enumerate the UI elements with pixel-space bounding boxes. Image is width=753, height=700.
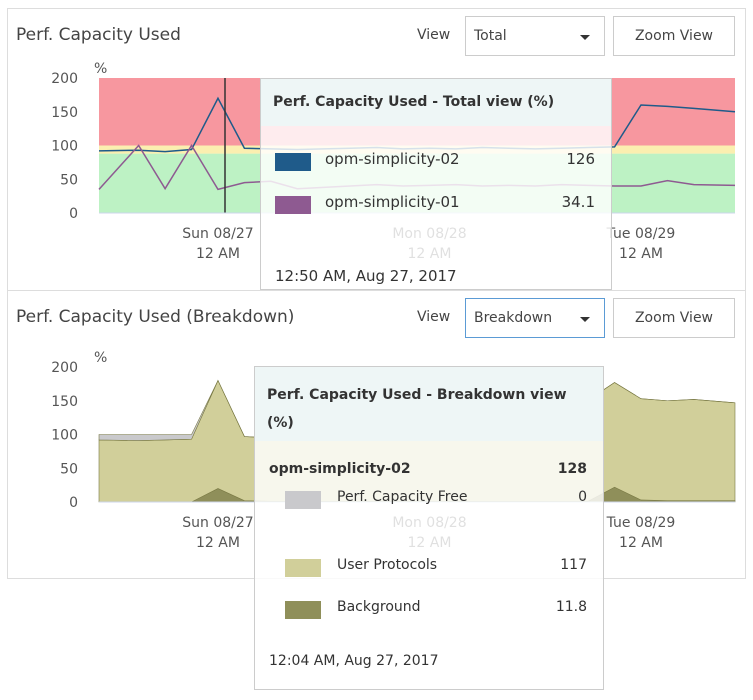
total-tooltip: Perf. Capacity Used - Total view (%) opm… xyxy=(260,78,612,290)
panel-title: Perf. Capacity Used xyxy=(16,25,181,45)
panel-title: Perf. Capacity Used (Breakdown) xyxy=(16,307,295,327)
series-name: opm-simplicity-01 xyxy=(325,193,460,211)
y-tick-label: 150 xyxy=(51,105,78,121)
x-tick-label: Sun 08/27 xyxy=(182,226,253,242)
series-name: opm-simplicity-02 xyxy=(325,150,460,168)
x-tick-sublabel: 12 AM xyxy=(196,246,240,262)
x-tick-sublabel: 12 AM xyxy=(619,246,663,262)
view-select-value: Total xyxy=(474,28,507,44)
y-tick-label: 0 xyxy=(69,495,78,511)
x-tick-label: Tue 08/29 xyxy=(606,226,676,242)
view-label: View xyxy=(417,27,451,43)
y-tick-label: 100 xyxy=(51,139,78,155)
tooltip-time: 12:50 AM, Aug 27, 2017 xyxy=(275,267,457,285)
row-name: Perf. Capacity Free xyxy=(337,489,468,505)
view-select[interactable]: Breakdown xyxy=(465,298,605,338)
y-tick-label: 50 xyxy=(60,172,78,188)
node-value: 128 xyxy=(557,461,587,477)
x-tick-label: Sun 08/27 xyxy=(182,515,253,531)
y-tick-label: 200 xyxy=(51,360,78,376)
row-value: 11.8 xyxy=(555,599,587,615)
zoom-view-button[interactable]: Zoom View xyxy=(613,298,735,338)
legend-swatch xyxy=(275,153,311,171)
chevron-down-icon xyxy=(580,317,590,322)
x-tick-sublabel: 12 AM xyxy=(196,535,240,551)
series-value: 34.1 xyxy=(561,193,595,211)
y-tick-label: 50 xyxy=(60,461,78,477)
y-axis-unit: % xyxy=(94,350,107,366)
legend-swatch xyxy=(285,601,321,619)
tooltip-time: 12:04 AM, Aug 27, 2017 xyxy=(269,653,439,669)
series-value: 126 xyxy=(566,150,595,168)
row-value: 0 xyxy=(578,489,587,505)
y-tick-label: 100 xyxy=(51,428,78,444)
row-name: User Protocols xyxy=(337,557,438,573)
node-name: opm-simplicity-02 xyxy=(269,461,411,477)
view-select[interactable]: Total xyxy=(465,16,605,56)
x-tick-label: Tue 08/29 xyxy=(606,515,676,531)
x-tick-sublabel: 12 AM xyxy=(619,535,663,551)
view-select-value: Breakdown xyxy=(474,310,553,326)
tooltip-title: Perf. Capacity Used - Total view (%) xyxy=(261,79,611,126)
row-value: 117 xyxy=(560,557,587,573)
legend-swatch xyxy=(285,559,321,577)
tooltip-title: Perf. Capacity Used - Breakdown view (%) xyxy=(255,367,603,441)
y-tick-label: 150 xyxy=(51,394,78,410)
y-axis-unit: % xyxy=(94,61,107,77)
legend-swatch xyxy=(275,196,311,214)
breakdown-tooltip: Perf. Capacity Used - Breakdown view (%)… xyxy=(254,366,604,690)
legend-swatch xyxy=(285,491,321,509)
view-label: View xyxy=(417,309,451,325)
y-tick-label: 200 xyxy=(51,71,78,87)
zoom-view-button[interactable]: Zoom View xyxy=(613,16,735,56)
y-tick-label: 0 xyxy=(69,206,78,222)
chevron-down-icon xyxy=(580,35,590,40)
row-name: Background xyxy=(337,599,421,615)
